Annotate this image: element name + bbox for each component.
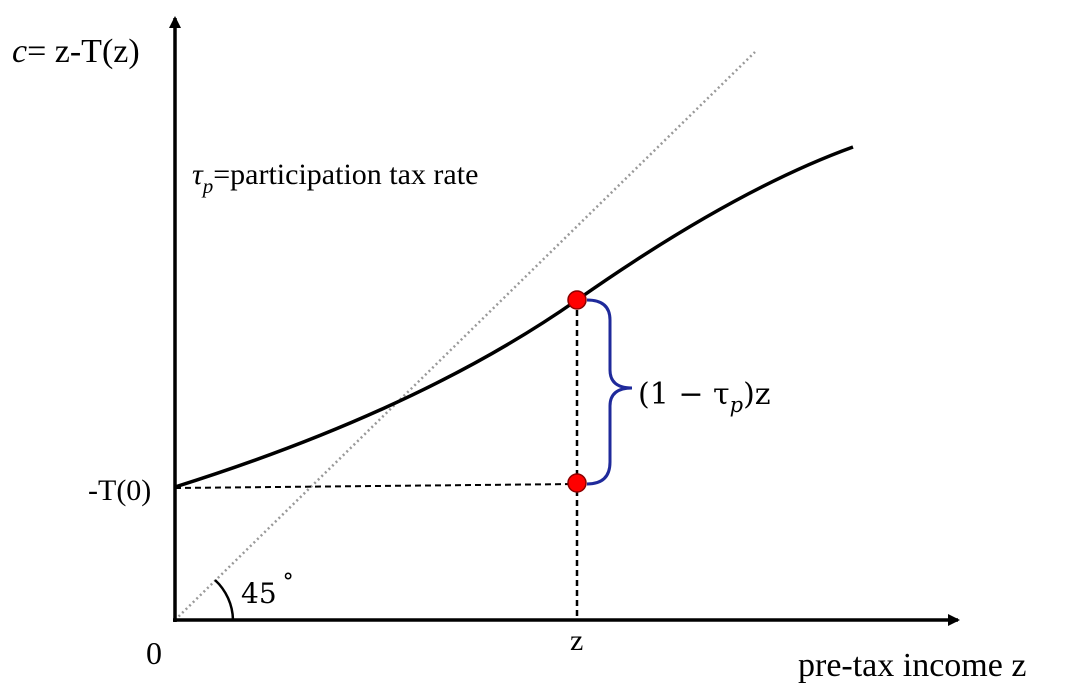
angle-arc: [214, 579, 235, 621]
brace-label-open: (1 − τ: [638, 377, 730, 412]
tau-definition-text: =participation tax rate: [213, 158, 478, 191]
angle-label: 45 °: [241, 570, 294, 610]
tau-symbol: τ: [192, 158, 204, 191]
x-axis-label: pre-tax income z: [798, 647, 1026, 684]
brace: [586, 298, 633, 486]
angle-degree: °: [283, 570, 294, 595]
upper-point: [567, 290, 587, 310]
brace-label-sub: p: [730, 393, 743, 417]
angle-value: 45: [241, 577, 277, 610]
y-axis-label-c: c: [12, 33, 27, 70]
z-tick-label: z: [570, 624, 583, 657]
origin-label: 0: [146, 635, 162, 671]
intercept-dashed-line: [174, 483, 578, 489]
y-axis-label-rest: = z-T(z): [27, 33, 140, 70]
forty-five-degree-line: [174, 51, 756, 621]
budget-curve: [174, 145, 854, 489]
y-axis-label: c= z-T(z): [12, 33, 140, 70]
brace-label: (1 − τp)z: [638, 377, 771, 417]
tau-definition-label: τp=participation tax rate: [192, 158, 478, 198]
intercept-label: -T(0): [88, 474, 151, 507]
tau-subscript: p: [201, 174, 214, 198]
lower-point: [567, 473, 587, 493]
brace-label-close: )z: [743, 377, 771, 412]
